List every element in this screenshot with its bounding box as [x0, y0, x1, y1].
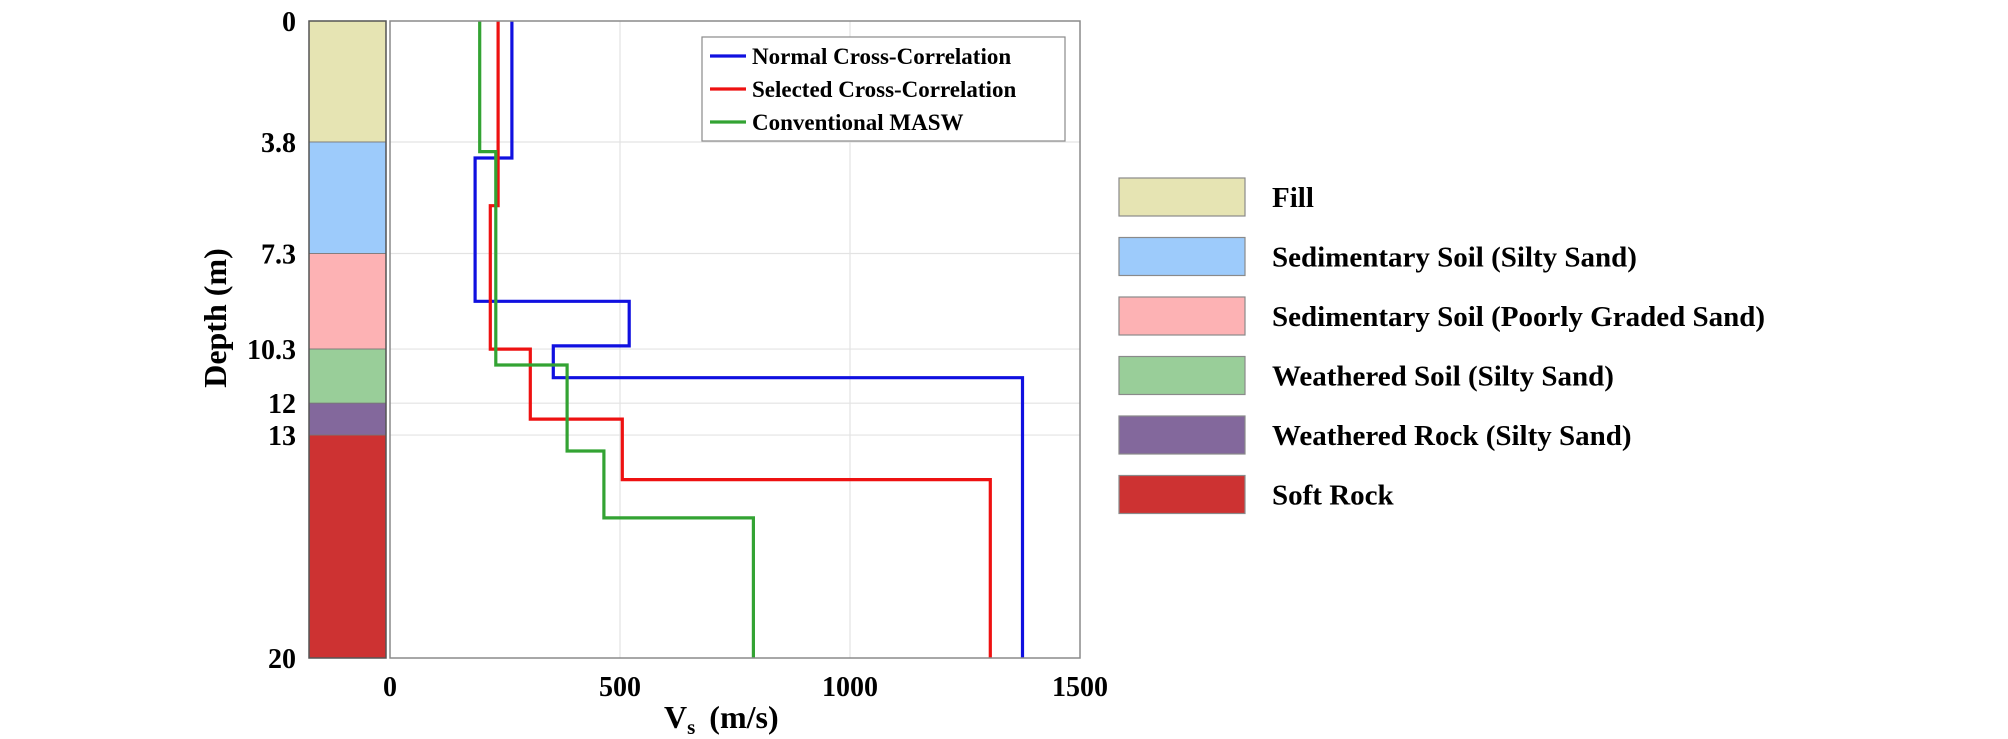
layer-legend-label: Sedimentary Soil (Silty Sand)	[1272, 242, 1637, 274]
soil-column-frame	[308, 20, 387, 659]
layer-legend-swatch	[1118, 177, 1246, 217]
layer-legend-label: Weathered Soil (Silty Sand)	[1272, 361, 1614, 393]
x-tick-labels: 0 500 1000 1500	[383, 672, 1108, 703]
soil-column-layer	[308, 20, 387, 143]
layer-legend-swatch	[1118, 355, 1246, 396]
y-tick-label: 7.3	[261, 240, 296, 271]
series-legend-label: Normal Cross-Correlation	[752, 44, 1011, 69]
x-tick-label: 1500	[1052, 672, 1108, 703]
layer-legend-label: Weathered Rock (Silty Sand)	[1272, 420, 1632, 452]
series-lines	[473, 21, 1025, 658]
y-tick-label: 3.8	[261, 128, 296, 159]
y-tick-label: 0	[282, 7, 296, 38]
layer-legend-label: Soft Rock	[1272, 480, 1395, 512]
x-axis-title-main: V	[664, 699, 687, 735]
layer-legend-swatch	[1118, 296, 1246, 336]
x-axis-title-unit: (m/s)	[709, 699, 778, 735]
soil-column-layer	[308, 141, 387, 254]
series-line-3	[478, 21, 756, 658]
soil-column-layer	[308, 434, 387, 659]
soil-column	[308, 20, 387, 659]
layer-legend: Fill Sedimentary Soil (Silty Sand) Sedimen…	[1118, 177, 1765, 515]
layer-legend-label: Fill	[1272, 182, 1314, 214]
x-axis-title-subscript: s	[687, 715, 695, 739]
series-legend-box	[701, 36, 1066, 142]
layer-legend-swatch	[1118, 415, 1246, 455]
series-line-1	[473, 21, 1025, 658]
y-tick-label: 13	[268, 421, 296, 452]
y-tick-label: 10.3	[247, 335, 296, 366]
series-legend: Normal Cross-Correlation Selected Cross-C…	[701, 36, 1066, 142]
y-tick-label: 12	[268, 389, 296, 420]
x-axis-title: Vs (m/s)	[664, 699, 779, 739]
x-tick-label: 0	[383, 672, 397, 703]
x-tick-label: 1000	[822, 672, 878, 703]
x-tick-label: 500	[599, 672, 641, 703]
soil-column-layer	[308, 348, 387, 404]
plot-frame	[389, 20, 1081, 659]
layer-legend-swatch	[1118, 236, 1246, 277]
y-tick-label: 20	[268, 644, 296, 675]
y-axis-title: Depth (m)	[197, 248, 233, 388]
layer-legend-label: Sedimentary Soil (Poorly Graded Sand)	[1272, 301, 1765, 333]
series-legend-label: Selected Cross-Correlation	[752, 77, 1016, 102]
series-legend-label: Conventional MASW	[752, 110, 964, 135]
soil-column-layer	[308, 253, 387, 350]
soil-column-layer	[308, 402, 387, 436]
layer-legend-swatch	[1118, 474, 1246, 515]
